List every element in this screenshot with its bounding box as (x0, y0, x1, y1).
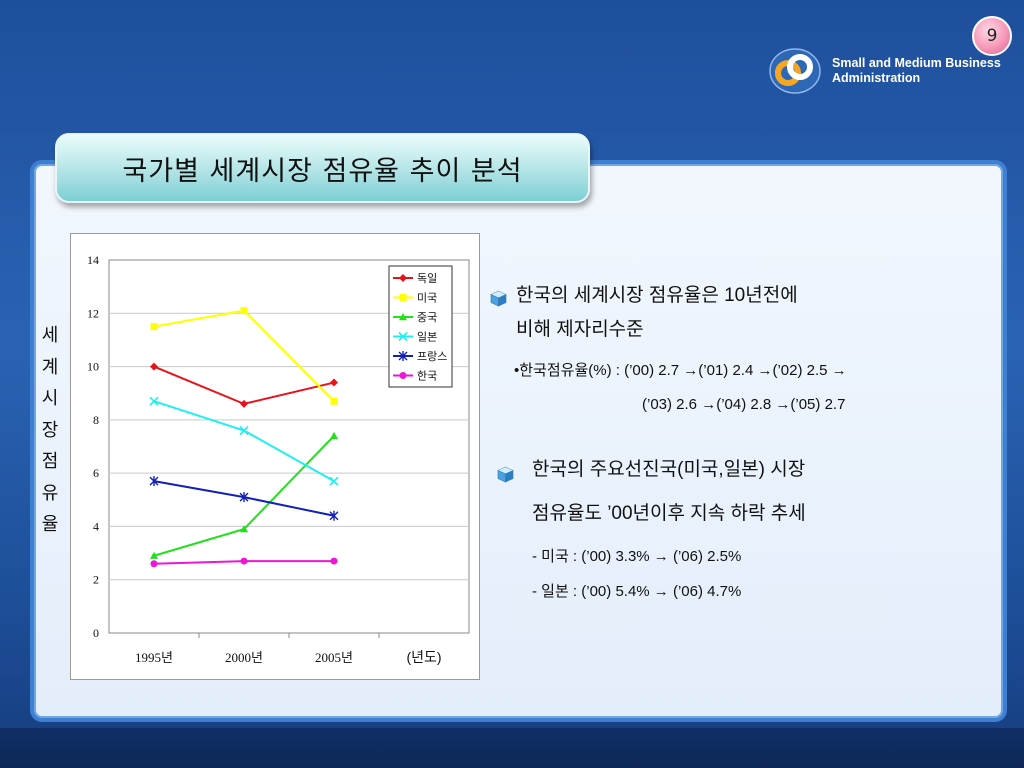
bullet-2-line-1: 한국의 주요선진국(미국,일본) 시장 (532, 459, 806, 480)
y-tick-label: 6 (93, 466, 99, 480)
y-tick-label: 8 (93, 413, 99, 427)
bullet-2-sub-2: - 일본 : (’00) 5.4% → (’06) 4.7% (532, 583, 742, 600)
y-axis-label-char: 장 (41, 419, 59, 441)
data-point (240, 525, 248, 533)
y-axis-label-char: 점 (41, 451, 59, 472)
y-tick-label: 0 (93, 626, 99, 640)
agency-name-line1: Small and Medium Business (832, 56, 1001, 70)
legend-label: 일본 (417, 330, 437, 344)
x-tick-label: 2005년 (315, 650, 353, 665)
data-point (149, 396, 159, 406)
bullet-1-line-1: 한국의 세계시장 점유율은 10년전에 (516, 285, 798, 306)
data-point (240, 557, 248, 565)
y-tick-label: 14 (87, 253, 99, 267)
agency-name: Small and Medium Business Administration (832, 56, 1001, 86)
data-point (150, 362, 158, 371)
y-axis-label-char: 세 (41, 325, 59, 346)
slide-title: 국가별 세계시장 점유율 추이 분석 (122, 155, 523, 187)
y-axis-label-char: 시 (41, 388, 59, 409)
y-axis-label-char: 계 (41, 356, 59, 378)
bullet-1-sub-2: (’03) 2.6 →(’04) 2.8 →(’05) 2.7 (642, 396, 846, 413)
y-tick-label: 2 (93, 573, 99, 587)
x-tick-label: 1995년 (135, 650, 173, 665)
data-point (150, 551, 158, 559)
data-point (240, 399, 248, 408)
cube-bullet-icon (490, 290, 507, 307)
data-point (239, 492, 249, 503)
legend-label: 미국 (417, 292, 437, 305)
cube-bullet-icon (497, 466, 514, 483)
data-point (330, 431, 338, 440)
agency-name-line2: Administration (832, 71, 921, 85)
legend-marker (399, 313, 407, 321)
y-axis-label-char: 유 (41, 482, 59, 504)
x-unit-label: (년도) (406, 649, 441, 665)
y-axis-label-char: 율 (41, 514, 59, 535)
y-tick-label: 4 (93, 519, 99, 533)
legend-marker (398, 331, 408, 342)
legend-marker (398, 351, 408, 361)
agency-logo-icon (769, 48, 821, 94)
legend-marker (399, 274, 407, 282)
data-point (239, 425, 249, 436)
bullet-1-line-2: 비해 제자리수준 (516, 319, 644, 340)
data-point (150, 323, 158, 331)
legend-box (388, 265, 453, 388)
data-point (330, 397, 338, 405)
legend-label: 중국 (417, 311, 437, 324)
page-number: 9 (986, 26, 998, 46)
bullet-2-sub-1: - 미국 : (’00) 3.3% → (’06) 2.5% (532, 548, 742, 565)
data-point (240, 307, 248, 315)
legend-marker (399, 372, 407, 379)
legend-label: 한국 (417, 370, 437, 383)
data-point (329, 476, 339, 486)
data-point (329, 510, 339, 521)
legend-marker (399, 294, 407, 301)
footer-band (0, 728, 1024, 768)
legend-label: 프랑스 (417, 350, 447, 363)
y-tick-label: 10 (87, 360, 99, 374)
data-point (149, 476, 159, 487)
page-number-badge: 9 (972, 16, 1012, 56)
data-point (330, 378, 338, 387)
data-point (330, 557, 338, 565)
bullet-2-line-2: 점유율도 ’00년이후 지속 하락 추세 (532, 503, 806, 524)
y-tick-label: 12 (87, 306, 99, 320)
title-box: 국가별 세계시장 점유율 추이 분석 (55, 133, 590, 203)
x-tick-label: 2000년 (225, 650, 263, 665)
line-chart: 0 2 4 6 8 10 12 14 1995년 2000년 2005년 (년도) 독일미국중국일본프랑… (87, 253, 470, 665)
bullet-1-sub-1: •한국점유율(%) : (’00) 2.7 →(’01) 2.4 →(’02) … (514, 362, 847, 379)
data-point (150, 560, 158, 568)
legend-label: 독일 (417, 271, 437, 285)
